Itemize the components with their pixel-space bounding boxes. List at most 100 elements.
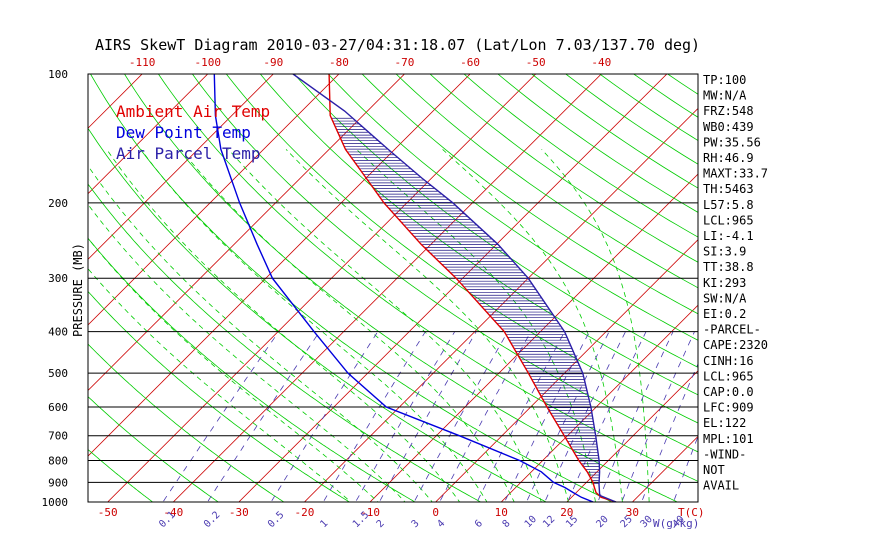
pressure-tick-label: 900 <box>48 476 68 489</box>
pressure-tick-label: 700 <box>48 430 68 443</box>
cape-hatch <box>331 117 600 484</box>
isotherm-line <box>369 173 698 502</box>
sounding-index: MAXT:33.7 <box>703 167 768 181</box>
mixing-ratio-line <box>621 331 695 502</box>
mixing-ratio-line <box>567 331 647 502</box>
mixing-ratio-line <box>641 362 698 502</box>
sounding-index: TP:100 <box>703 73 746 87</box>
dry-adiabat-line <box>88 290 351 502</box>
dry-adiabat-line <box>88 237 416 502</box>
sounding-index: SW:N/A <box>703 291 747 305</box>
dry-adiabat-line <box>88 343 285 502</box>
dry-adiabat-line <box>225 74 698 424</box>
isotherm-line <box>88 74 406 392</box>
isotherm-line <box>172 74 602 502</box>
top-temperature-labels: -110 -100 -90 -80 -70 -60 -50 -40 <box>129 56 611 69</box>
pressure-axis-label: PRESSURE (MB) <box>71 243 85 337</box>
bottom-temp-label: -10 <box>360 506 380 519</box>
top-temp-label: -100 <box>194 56 221 69</box>
profile-series <box>213 74 617 502</box>
bottom-temp-label: -30 <box>229 506 249 519</box>
mixing-ratio-line <box>162 331 279 502</box>
legend-air-parcel-temp: Air Parcel Temp <box>116 144 261 163</box>
top-temp-label: -90 <box>263 56 283 69</box>
sounding-index: AVAIL <box>703 479 739 493</box>
mixing-ratio-line <box>270 331 379 502</box>
isobar-lines <box>88 74 698 502</box>
grid-lines <box>88 74 698 502</box>
sounding-index: SI:3.9 <box>703 245 746 259</box>
top-temp-label: -40 <box>591 56 611 69</box>
isotherm-lines <box>88 74 698 502</box>
sounding-index: TT:38.8 <box>703 260 754 274</box>
mixing-ratio-line <box>439 331 532 502</box>
sounding-index: -WIND- <box>703 447 746 461</box>
sounding-index: FRZ:548 <box>703 104 754 118</box>
sounding-index: LFC:909 <box>703 401 754 415</box>
sounding-index: -PARCEL- <box>703 323 761 337</box>
pressure-tick-label: 1000 <box>42 496 69 509</box>
air-parcel-temp-line <box>292 74 617 502</box>
top-temp-label: -80 <box>329 56 349 69</box>
dry-adiabat-lines <box>88 74 698 502</box>
mixing-ratio-line <box>476 331 565 502</box>
sounding-index: LCL:965 <box>703 213 754 227</box>
sounding-index: MPL:101 <box>703 432 754 446</box>
dry-adiabat-line <box>88 127 548 502</box>
bottom-temp-label: 20 <box>560 506 573 519</box>
sounding-index: EI:0.2 <box>703 307 746 321</box>
isotherm-line <box>500 304 698 502</box>
bottom-temp-label: 10 <box>495 506 508 519</box>
temp-unit-label: T(C) <box>678 506 705 519</box>
sounding-index: CAPE:2320 <box>703 338 768 352</box>
pressure-tick-label: 300 <box>48 272 68 285</box>
sounding-index: KI:293 <box>703 276 746 290</box>
dry-adiabat-line <box>90 74 613 502</box>
isotherm-line <box>566 370 698 502</box>
sounding-index: CAP:0.0 <box>703 385 754 399</box>
pressure-tick-label: 100 <box>48 68 68 81</box>
pressure-tick-label: 800 <box>48 455 68 468</box>
sounding-index: TH:5463 <box>703 182 754 196</box>
dry-adiabat-line <box>157 74 698 482</box>
sounding-index: L57:5.8 <box>703 198 754 212</box>
top-temp-label: -110 <box>129 56 156 69</box>
dry-adiabat-line <box>327 74 698 341</box>
mixing-ratio-line <box>544 331 626 502</box>
isotherm-line <box>88 74 340 326</box>
mixing-ratio-line <box>207 331 320 502</box>
pressure-tick-label: 500 <box>48 367 68 380</box>
mixing-ratio-line <box>597 331 674 502</box>
dry-adiabat-line <box>429 74 698 263</box>
dry-adiabat-line <box>88 183 482 502</box>
legend-dew-point-temp: Dew Point Temp <box>116 123 251 142</box>
bottom-temp-label: -20 <box>295 506 315 519</box>
pressure-tick-labels: 100 200 300 400 500 600 700 800 900 1000 <box>42 68 69 509</box>
bottom-temp-label: -50 <box>98 506 118 519</box>
dry-adiabat-line <box>88 448 154 502</box>
isotherm-line <box>88 74 209 195</box>
sounding-index: LCL:965 <box>703 369 754 383</box>
mixing-ratio-lines <box>162 331 698 502</box>
mixing-ratio-line <box>526 331 610 502</box>
isotherm-line <box>88 74 471 457</box>
mixing-ratio-line <box>322 331 426 502</box>
pressure-tick-label: 400 <box>48 326 68 339</box>
mixing-ratio-unit-label: W(g/kg) <box>653 517 699 530</box>
sounding-index: RH:46.9 <box>703 151 754 165</box>
top-temp-label: -70 <box>395 56 415 69</box>
legend: Ambient Air Temp Dew Point Temp Air Parc… <box>116 102 270 163</box>
dry-adiabat-line <box>88 396 219 502</box>
sounding-index: MW:N/A <box>703 89 747 103</box>
isotherm-line <box>88 74 274 260</box>
bottom-temp-label: 0 <box>432 506 439 519</box>
mixing-ratio-line <box>673 435 698 502</box>
sounding-index: LI:-4.1 <box>703 229 754 243</box>
dew-point-temp-line <box>213 74 594 502</box>
mixing-ratio-line <box>504 331 590 502</box>
chart-title: AIRS SkewT Diagram 2010-03-27/04:31:18.0… <box>95 36 700 54</box>
isotherm-line <box>238 74 668 502</box>
